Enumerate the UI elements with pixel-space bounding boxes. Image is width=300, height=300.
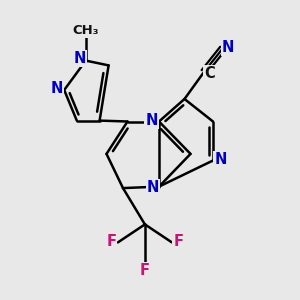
Text: C: C: [205, 66, 215, 81]
Text: CH₃: CH₃: [73, 24, 99, 37]
Text: N: N: [147, 180, 159, 195]
Text: F: F: [140, 263, 150, 278]
Text: N: N: [50, 81, 63, 96]
Text: N: N: [146, 113, 158, 128]
Text: N: N: [74, 51, 86, 66]
Text: N: N: [222, 40, 234, 55]
Text: F: F: [173, 234, 184, 249]
Text: N: N: [214, 152, 227, 167]
Text: F: F: [106, 234, 116, 249]
